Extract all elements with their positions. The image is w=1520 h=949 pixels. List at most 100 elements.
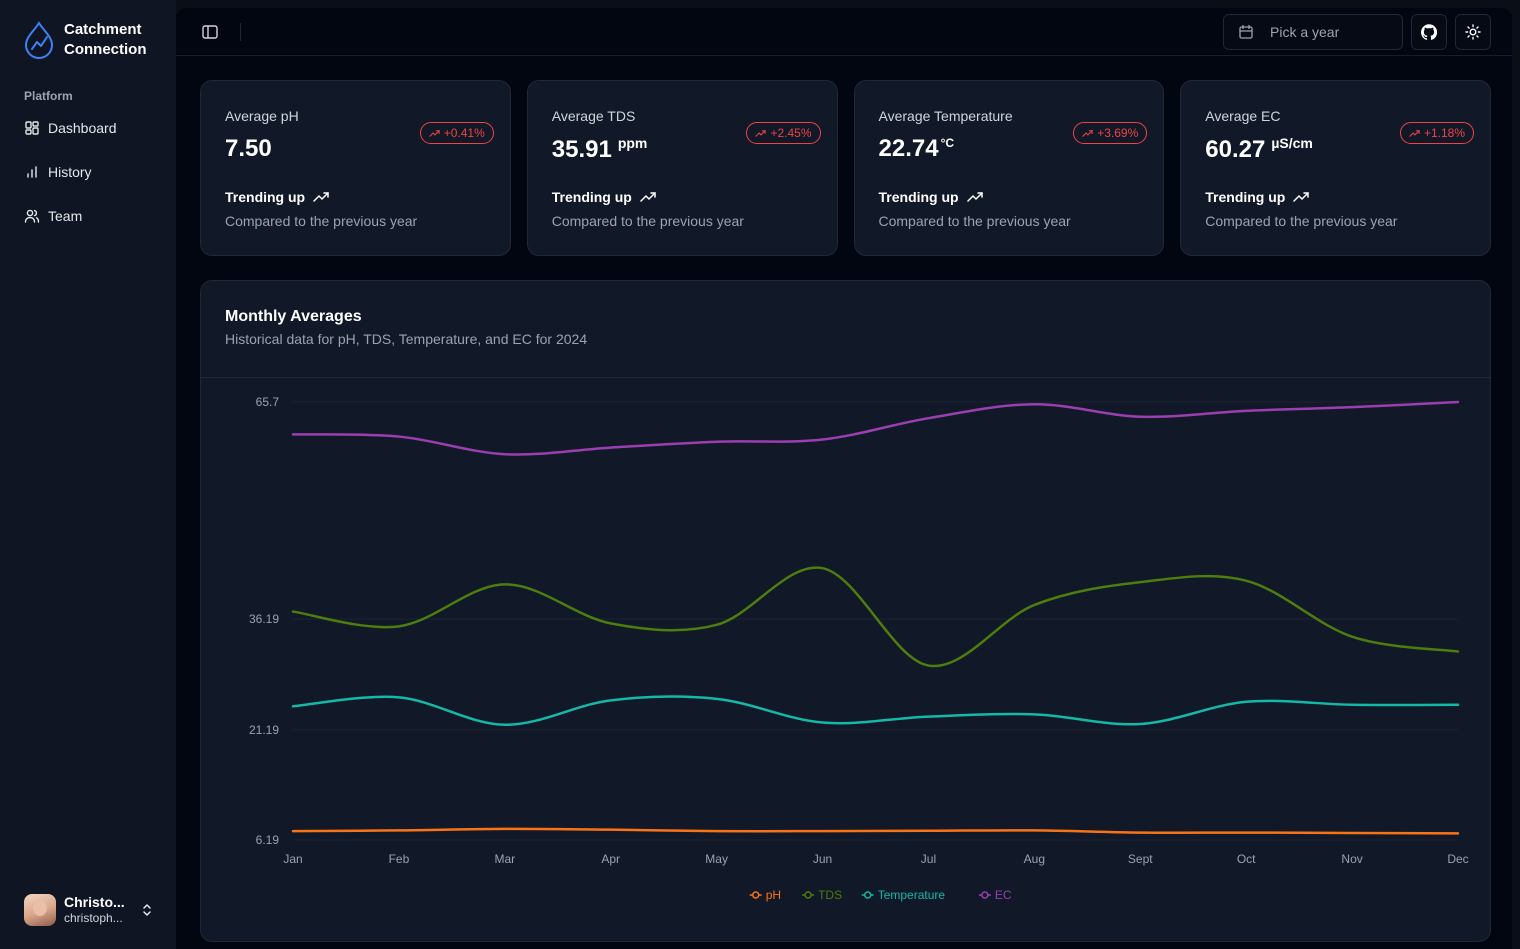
card-footer: Compared to the previous year [551,213,744,229]
legend-marker-dot [863,891,872,899]
card-unit: ppm [617,135,648,151]
topbar-divider [240,23,241,41]
stat-card-ph: Average pH 7.50 +0.41% Trending up Compa… [200,80,511,256]
x-tick-label: Feb [389,852,410,866]
year-picker-button[interactable]: Pick a year [1223,14,1403,50]
chart-divider [201,377,1490,378]
card-footer: Compared to the previous year [878,213,1071,229]
users-icon [24,209,40,223]
legend-label: EC [995,888,1012,902]
card-title: Average Temperature [878,108,1013,124]
bar-chart-icon [27,166,37,178]
dashboard-grid-icon [25,121,39,135]
topbar: Pick a year [176,8,1512,56]
year-picker-placeholder: Pick a year [1270,24,1340,40]
trend-label: Trending up [552,189,656,205]
water-drop-logo-icon [24,21,54,59]
trend-label: Trending up [225,189,329,205]
avatar [24,894,56,926]
trending-up-icon [755,129,767,137]
card-value: 7.50 [225,135,272,162]
nav-group-label: Platform [24,89,73,103]
stat-card-tds: Average TDS 35.91 ppm +2.45% Trending up … [526,80,838,256]
legend-label: TDS [818,888,842,902]
y-tick-label: 6.19 [256,833,280,847]
card-value: 22.74 °C [878,135,955,162]
change-badge: +0.41% [419,122,494,144]
user-name: Christo... [64,894,125,910]
series-line-tds [291,566,1460,668]
legend-label: Temperature [878,888,946,902]
x-tick-label: May [705,852,728,866]
chart-description: Historical data for pH, TDS, Temperature… [225,331,588,347]
change-badge: +2.45% [746,122,821,144]
trend-label: Trending up [879,189,983,205]
change-badge: +3.69% [1073,122,1148,144]
card-value: 35.91 ppm [551,135,648,163]
brand[interactable]: Catchment Connection [22,20,147,60]
user-menu[interactable]: Christo... christoph... [24,893,154,927]
y-tick-label: 21.19 [249,723,279,737]
series-line-temperature [291,695,1460,726]
main-panel: Pick a year Average pH 7.50 +0.41% [176,8,1512,949]
trending-up-icon [640,192,656,202]
card-footer: Compared to the previous year [1205,213,1398,229]
card-footer: Compared to the previous year [225,213,418,229]
change-badge: +1.18% [1399,122,1474,144]
sidebar-item-label: History [48,164,92,180]
monthly-averages-card: Monthly Averages Historical data for pH,… [200,280,1491,942]
legend-marker-dot [981,891,989,899]
change-value: +1.18% [1423,126,1465,140]
sidebar-item-history[interactable]: History [16,156,166,188]
theme-toggle-button[interactable] [1455,14,1491,50]
x-tick-label: Mar [494,852,515,866]
stat-card-temperature: Average Temperature 22.74 °C +3.69% Trend… [853,80,1165,256]
card-value: 60.27 µS/cm [1205,135,1313,163]
card-unit: µS/cm [1271,135,1313,151]
card-unit: °C [940,136,955,150]
github-button[interactable] [1411,14,1447,50]
x-tick-label: Dec [1447,852,1468,866]
brand-name: Catchment Connection [64,21,147,58]
sidebar-toggle-icon[interactable] [200,22,220,42]
legend-marker-dot [751,891,760,899]
stat-card-ec: Average EC 60.27 µS/cm +1.18% Trending up… [1180,80,1491,256]
sidebar-item-label: Team [48,208,83,224]
legend-marker-dot [804,891,812,899]
user-email: christoph... [64,911,123,925]
card-title: Average EC [1205,108,1281,124]
chevrons-up-down-icon [143,904,151,916]
trending-up-icon [313,192,329,202]
sidebar-item-label: Dashboard [48,120,117,136]
x-tick-label: Oct [1237,852,1256,866]
x-tick-label: Jan [283,852,302,866]
github-icon [1421,24,1437,40]
sidebar-item-team[interactable]: Team [16,200,166,232]
card-title: Average pH [225,108,299,124]
sun-icon [1465,24,1481,40]
x-tick-label: Aug [1024,852,1045,866]
change-value: +2.45% [770,126,812,140]
legend-label: pH [766,888,781,902]
trending-up-icon [429,129,440,137]
series-line-ph [291,827,1460,835]
sidebar: Catchment Connection Platform Dashboard … [0,0,176,949]
trend-label: Trending up [1205,189,1310,205]
x-tick-label: Jun [813,852,832,866]
series-line-ec [291,400,1460,456]
sidebar-nav: Dashboard History Team [16,112,166,244]
y-tick-label: 65.7 [256,395,280,409]
stat-cards: Average pH 7.50 +0.41% Trending up Compa… [200,80,1491,256]
chart-title: Monthly Averages [225,308,362,325]
trending-up-icon [1082,129,1093,137]
change-value: +3.69% [1097,126,1139,140]
x-tick-label: Apr [601,852,620,866]
sidebar-item-dashboard[interactable]: Dashboard [16,112,166,144]
x-tick-label: Nov [1341,852,1362,866]
x-tick-label: Jul [921,852,936,866]
trending-up-icon [966,192,983,202]
calendar-icon [1239,24,1253,39]
x-tick-label: Sept [1128,852,1153,866]
y-tick-label: 36.19 [249,612,279,626]
